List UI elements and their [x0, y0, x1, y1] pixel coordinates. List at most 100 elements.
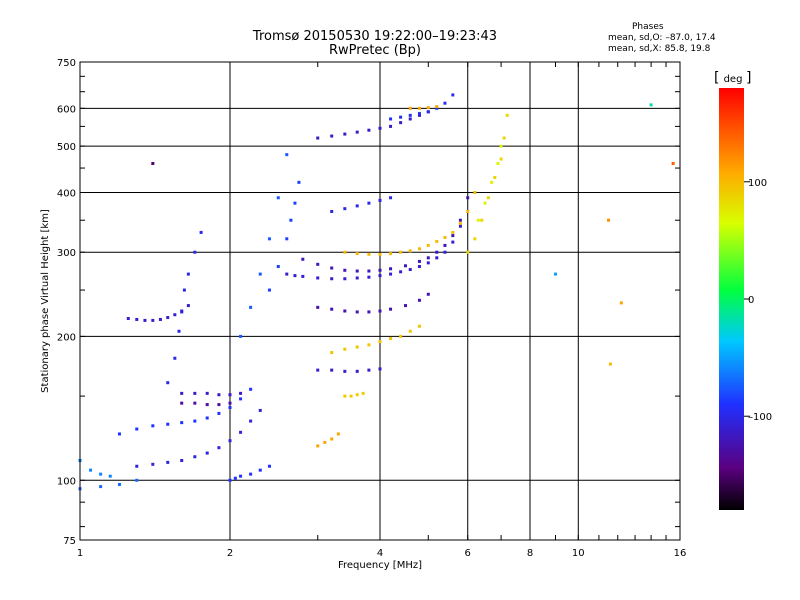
- x-tick-label: 2: [227, 548, 233, 559]
- echo-point: [193, 455, 197, 459]
- echo-point: [378, 198, 382, 202]
- echo-point: [117, 482, 121, 486]
- echo-point: [435, 105, 439, 109]
- echo-point: [408, 329, 412, 333]
- colorbar-label-bracket-open: [: [714, 70, 719, 86]
- colorbar-label-bracket-close: ]: [746, 70, 751, 86]
- echo-point: [258, 272, 262, 276]
- echo-point: [180, 391, 184, 395]
- echo-point: [177, 329, 181, 333]
- echo-point: [239, 334, 243, 338]
- echo-point: [426, 243, 430, 247]
- echo-point: [166, 422, 170, 426]
- echo-point: [99, 485, 103, 489]
- echo-point: [378, 340, 382, 344]
- echo-point: [466, 250, 470, 254]
- echo-point: [239, 391, 243, 395]
- echo-point: [316, 262, 320, 266]
- echo-point: [367, 252, 371, 256]
- y-tick-label: 750: [57, 58, 76, 69]
- chart-title: Tromsø 20150530 19:22:00–19:23:43: [252, 29, 498, 44]
- x-tick-label: 4: [377, 548, 383, 559]
- echo-point: [408, 268, 412, 272]
- echo-point: [367, 201, 371, 205]
- echo-point: [349, 394, 353, 398]
- y-tick-label: 600: [57, 104, 76, 115]
- chart-subtitle: RwPretec (Bp): [328, 43, 422, 58]
- echo-point: [435, 239, 439, 243]
- echo-point: [151, 424, 155, 428]
- echo-point: [217, 446, 221, 450]
- echo-point: [186, 272, 190, 276]
- echo-point: [496, 161, 500, 165]
- echo-point: [466, 196, 470, 200]
- echo-point: [343, 347, 347, 351]
- echo-point: [135, 464, 139, 468]
- echo-point: [193, 401, 197, 405]
- echo-point: [417, 298, 421, 302]
- echo-point: [166, 381, 170, 385]
- echo-point: [408, 113, 412, 117]
- echo-point: [389, 196, 393, 200]
- echo-point: [228, 401, 232, 405]
- echo-point: [367, 275, 371, 279]
- echo-point: [126, 316, 130, 320]
- echo-point: [228, 393, 232, 397]
- echo-point: [367, 343, 371, 347]
- colorbar: [719, 88, 744, 510]
- echo-point: [403, 264, 407, 268]
- echo-point: [389, 307, 393, 311]
- colorbar-tick-label: 0: [748, 295, 754, 306]
- echo-point: [378, 367, 382, 371]
- echo-point: [135, 478, 139, 482]
- echo-point: [476, 218, 480, 222]
- echo-point: [316, 276, 320, 280]
- echo-point: [367, 269, 371, 273]
- echo-point: [443, 250, 447, 254]
- echo-point: [285, 237, 289, 241]
- echo-point: [330, 266, 334, 270]
- echo-point: [249, 387, 253, 391]
- echo-point: [267, 237, 271, 241]
- colorbar-tick-label: –100: [748, 412, 772, 423]
- echo-point: [180, 458, 184, 462]
- echo-point: [451, 234, 455, 238]
- echo-point: [343, 207, 347, 211]
- echo-point: [355, 345, 359, 349]
- echo-point: [228, 439, 232, 443]
- echo-point: [258, 468, 262, 472]
- echo-point: [117, 432, 121, 436]
- echo-point: [417, 247, 421, 251]
- echo-point: [443, 243, 447, 247]
- echo-point: [458, 221, 462, 225]
- echo-point: [267, 464, 271, 468]
- echo-point: [473, 190, 477, 194]
- echo-point: [323, 440, 327, 444]
- echo-point: [355, 393, 359, 397]
- echo-point: [173, 313, 177, 317]
- echo-point: [378, 126, 382, 130]
- y-tick-label: 200: [57, 332, 76, 343]
- echo-point: [151, 161, 155, 165]
- phases-heading: Phases: [632, 22, 664, 32]
- echo-point: [355, 204, 359, 208]
- echo-point: [267, 288, 271, 292]
- y-axis-ticks: 75 100 200 300 400 500 600 750: [57, 58, 680, 547]
- echo-point: [608, 362, 612, 366]
- echo-point: [389, 267, 393, 271]
- echo-point: [417, 265, 421, 269]
- echo-point: [403, 304, 407, 308]
- echo-point: [426, 256, 430, 260]
- echo-point: [417, 106, 421, 110]
- echo-point: [205, 403, 209, 407]
- echo-point: [486, 196, 490, 200]
- echo-point: [408, 249, 412, 253]
- echo-point: [408, 106, 412, 110]
- echo-point: [217, 403, 221, 407]
- echo-point: [417, 259, 421, 263]
- echo-point: [180, 310, 184, 314]
- colorbar-tick-label: 100: [748, 178, 767, 189]
- echo-point: [378, 274, 382, 278]
- echo-point: [180, 401, 184, 405]
